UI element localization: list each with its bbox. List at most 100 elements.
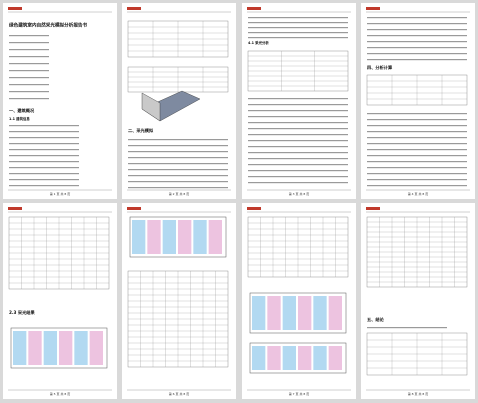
room [59, 331, 73, 365]
heading: 四、分析计算 [367, 64, 393, 71]
page [242, 3, 356, 199]
text-line [9, 70, 49, 72]
text-line [367, 143, 467, 145]
text-line [367, 35, 467, 37]
logo [127, 207, 141, 210]
text-line [248, 158, 348, 160]
text-line [248, 22, 348, 24]
page-footer: 第 4 页 共 8 页 [408, 191, 429, 196]
text-line [128, 187, 228, 189]
room [298, 346, 312, 370]
text-line [9, 56, 49, 58]
room [252, 346, 266, 370]
page-footer: 第 6 页 共 8 页 [169, 391, 190, 396]
text-line [248, 122, 348, 124]
room [282, 296, 296, 330]
text-line [9, 35, 49, 37]
room [267, 346, 281, 370]
room [267, 296, 281, 330]
text-line [367, 17, 467, 19]
text-line [367, 59, 467, 61]
text-line [248, 32, 348, 34]
page-footer: 第 8 页 共 8 页 [408, 391, 429, 396]
heading: 二、采光模拟 [128, 127, 154, 134]
room [43, 331, 57, 365]
text-line [128, 139, 228, 141]
room [328, 346, 342, 370]
text-line [367, 29, 467, 31]
text-line [248, 116, 348, 118]
text-line [9, 63, 49, 65]
text-line [248, 182, 348, 184]
text-line [248, 17, 348, 19]
room [13, 331, 27, 365]
report-title: 绿色建筑室内自然采光模拟分析报告书 [9, 22, 88, 29]
text-line [367, 167, 467, 169]
text-line [128, 151, 228, 153]
text-line [9, 98, 49, 100]
text-line [248, 134, 348, 136]
text-line [9, 131, 79, 133]
text-line [367, 131, 467, 133]
room [328, 296, 342, 330]
text-line [248, 128, 348, 130]
text-line [367, 23, 467, 25]
text-line [9, 167, 79, 169]
text-line [367, 161, 467, 163]
room [178, 220, 192, 254]
room [313, 346, 327, 370]
text-line [9, 161, 79, 163]
logo [8, 7, 22, 10]
text-line [367, 179, 467, 181]
text-line [9, 173, 79, 175]
building-model [141, 90, 201, 122]
text-line [367, 119, 467, 121]
text-line [128, 163, 228, 165]
room [147, 220, 161, 254]
heading: 4.1 采光分析 [248, 40, 269, 45]
text-line [9, 185, 79, 187]
room [313, 296, 327, 330]
text-line [9, 137, 79, 139]
text-line [9, 84, 49, 86]
text-line [367, 155, 467, 157]
logo [366, 7, 380, 10]
text-line [248, 37, 348, 39]
text-line [367, 125, 467, 127]
room [74, 331, 88, 365]
text-line [9, 155, 79, 157]
text-line [248, 104, 348, 106]
room [132, 220, 146, 254]
page-footer: 第 2 页 共 8 页 [169, 191, 190, 196]
text-line [248, 27, 348, 29]
heading: 2.3 采光结果 [9, 309, 35, 316]
heading: 一、建筑概况 [9, 107, 35, 114]
text-line [248, 140, 348, 142]
room [162, 220, 176, 254]
text-line [9, 143, 79, 145]
room [282, 346, 296, 370]
text-line [128, 145, 228, 147]
text-line [248, 146, 348, 148]
room [298, 296, 312, 330]
text-line [248, 170, 348, 172]
logo [247, 207, 261, 210]
text-line [367, 137, 467, 139]
text-line [128, 175, 228, 177]
logo [127, 7, 141, 10]
text-line [367, 149, 467, 151]
text-line [248, 176, 348, 178]
room [208, 220, 222, 254]
building [141, 92, 161, 122]
heading: 五、结论 [367, 316, 385, 323]
page [3, 3, 117, 199]
text-line [9, 149, 79, 151]
room [193, 220, 207, 254]
text-line [128, 157, 228, 159]
page-footer: 第 5 页 共 8 页 [50, 391, 71, 396]
room [89, 331, 103, 365]
text-line [248, 110, 348, 112]
heading: 1.1 建筑信息 [9, 116, 30, 121]
text-line [9, 91, 49, 93]
